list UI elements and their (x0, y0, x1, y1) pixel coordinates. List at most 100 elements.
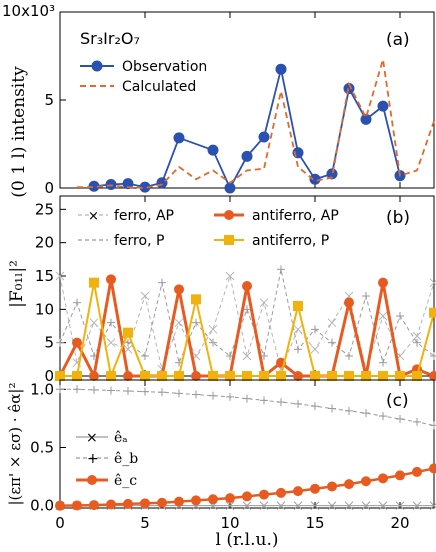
svg-text:×: × (86, 430, 98, 446)
y-tick-label: 0 (44, 179, 54, 197)
data-point (242, 501, 252, 511)
data-point-stroke (327, 501, 337, 511)
data-point (293, 301, 303, 311)
data-point (106, 499, 116, 510)
data-point (395, 371, 405, 381)
data-point (327, 481, 337, 492)
data-point (107, 318, 115, 327)
panel-c-frame (59, 379, 435, 509)
data-point (311, 325, 319, 334)
data-point-stroke (395, 501, 405, 511)
data-point (344, 479, 354, 490)
data-point-stroke (412, 331, 422, 341)
y-tick-label: 0.0 (30, 497, 54, 515)
data-point (259, 501, 269, 511)
data-point (378, 311, 388, 321)
data-point (276, 371, 286, 381)
data-point (429, 278, 436, 288)
data-point (226, 392, 234, 401)
data-point (208, 371, 218, 381)
x-tick-label: 15 (305, 514, 324, 532)
data-point (140, 371, 150, 381)
data-point-stroke (140, 291, 150, 301)
data-point (412, 371, 422, 381)
data-point-stroke (429, 279, 436, 288)
data-point (378, 277, 388, 288)
series-line (77, 59, 435, 189)
data-point (413, 338, 421, 347)
data-point (429, 307, 436, 318)
data-point (175, 389, 183, 398)
svg-text:+: + (87, 451, 99, 467)
data-point (311, 402, 319, 411)
data-point (328, 338, 336, 347)
data-point-stroke (327, 318, 337, 328)
data-point (243, 394, 251, 403)
data-point-stroke (259, 501, 269, 511)
data-point (429, 501, 436, 511)
x-tick-label: 10 (220, 514, 239, 532)
data-point (224, 182, 236, 194)
data-point (192, 318, 200, 327)
panel-a-y-multiplier: 10x10³ (2, 2, 55, 20)
data-point-stroke (276, 501, 286, 511)
data-point (192, 390, 200, 399)
data-point-stroke (55, 271, 65, 281)
panel-a-legend: Observation Calculated (80, 59, 207, 95)
y-tick-label: 10 (35, 300, 54, 318)
data-point (326, 168, 338, 180)
legend-e-a: êₐ (114, 430, 128, 446)
data-point (362, 292, 370, 300)
data-point (259, 298, 269, 308)
data-point (395, 470, 405, 481)
y-tick-label: 25 (35, 200, 54, 218)
data-point (242, 491, 252, 502)
data-point (209, 338, 217, 347)
data-point (396, 414, 404, 423)
data-point (156, 177, 168, 189)
data-point-stroke (174, 318, 184, 328)
data-point (88, 180, 100, 192)
legend-observation: Observation (122, 59, 207, 75)
data-point (327, 371, 337, 381)
data-point-stroke (89, 318, 99, 328)
y-tick-label: 5 (44, 91, 54, 109)
data-point (378, 473, 388, 484)
data-point-stroke (293, 324, 303, 334)
data-point (191, 495, 201, 506)
panel-c-ylabel: |(επ' × εσ) · êα|² (6, 382, 24, 505)
data-point (124, 338, 132, 347)
data-point (158, 278, 166, 287)
data-point (140, 498, 150, 509)
data-point-stroke (361, 501, 371, 511)
panel-c-label: (c) (386, 391, 409, 411)
data-point (207, 144, 219, 156)
data-point-stroke (310, 344, 320, 354)
data-point (378, 501, 388, 511)
data-point (55, 271, 65, 281)
panel-a-label: (a) (386, 30, 410, 50)
data-point (243, 305, 251, 314)
data-point (157, 371, 167, 381)
data-point (293, 324, 303, 334)
data-point (242, 351, 252, 361)
data-point-stroke (429, 502, 436, 511)
data-point-stroke (225, 271, 235, 281)
data-point (191, 294, 201, 305)
data-point (90, 385, 98, 394)
data-point (327, 501, 337, 511)
data-point (396, 312, 404, 320)
data-point (139, 181, 151, 193)
data-point (361, 501, 371, 511)
data-point (122, 178, 134, 190)
panel-a-title: Sr₃Ir₂O₇ (80, 29, 140, 48)
data-point-stroke (242, 351, 252, 361)
panel-b: (b) |F₀₁ₗ|² × ferro, AP ferro, P antifer… (7, 195, 436, 385)
y-tick-label: 5 (44, 334, 54, 352)
data-point (123, 498, 133, 509)
data-point (430, 421, 436, 430)
data-point (140, 291, 150, 301)
data-point (123, 344, 133, 354)
y-tick-label: 0.5 (30, 438, 54, 456)
data-point (225, 493, 235, 504)
